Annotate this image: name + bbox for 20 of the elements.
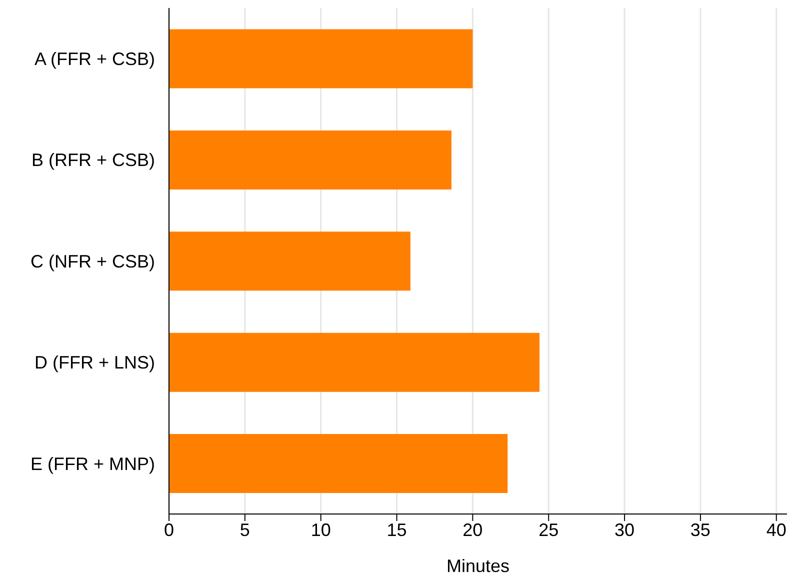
- y-tick-label: B (RFR + CSB): [31, 150, 155, 170]
- x-tick-label: 35: [690, 520, 710, 540]
- x-axis-title: Minutes: [446, 556, 510, 576]
- bar: [169, 332, 540, 392]
- bar: [169, 29, 473, 88]
- x-tick-label: 20: [462, 520, 483, 540]
- x-tick-label: 5: [240, 520, 250, 540]
- y-tick-label: C (NFR + CSB): [30, 251, 155, 272]
- y-tick-label: E (FFR + MNP): [30, 454, 155, 474]
- x-tick-label: 0: [164, 520, 174, 540]
- x-tick-label: 40: [766, 520, 786, 540]
- y-tick-label: A (FFR + CSB): [34, 48, 155, 69]
- x-tick-label: 15: [386, 520, 407, 540]
- bar: [169, 232, 410, 291]
- x-tick-label: 25: [538, 520, 559, 540]
- y-tick-label: D (FFR + LNS): [34, 352, 155, 373]
- bar: [169, 434, 508, 494]
- x-tick-label: 30: [614, 520, 635, 540]
- bar: [169, 130, 452, 190]
- x-tick-label: 10: [310, 520, 331, 540]
